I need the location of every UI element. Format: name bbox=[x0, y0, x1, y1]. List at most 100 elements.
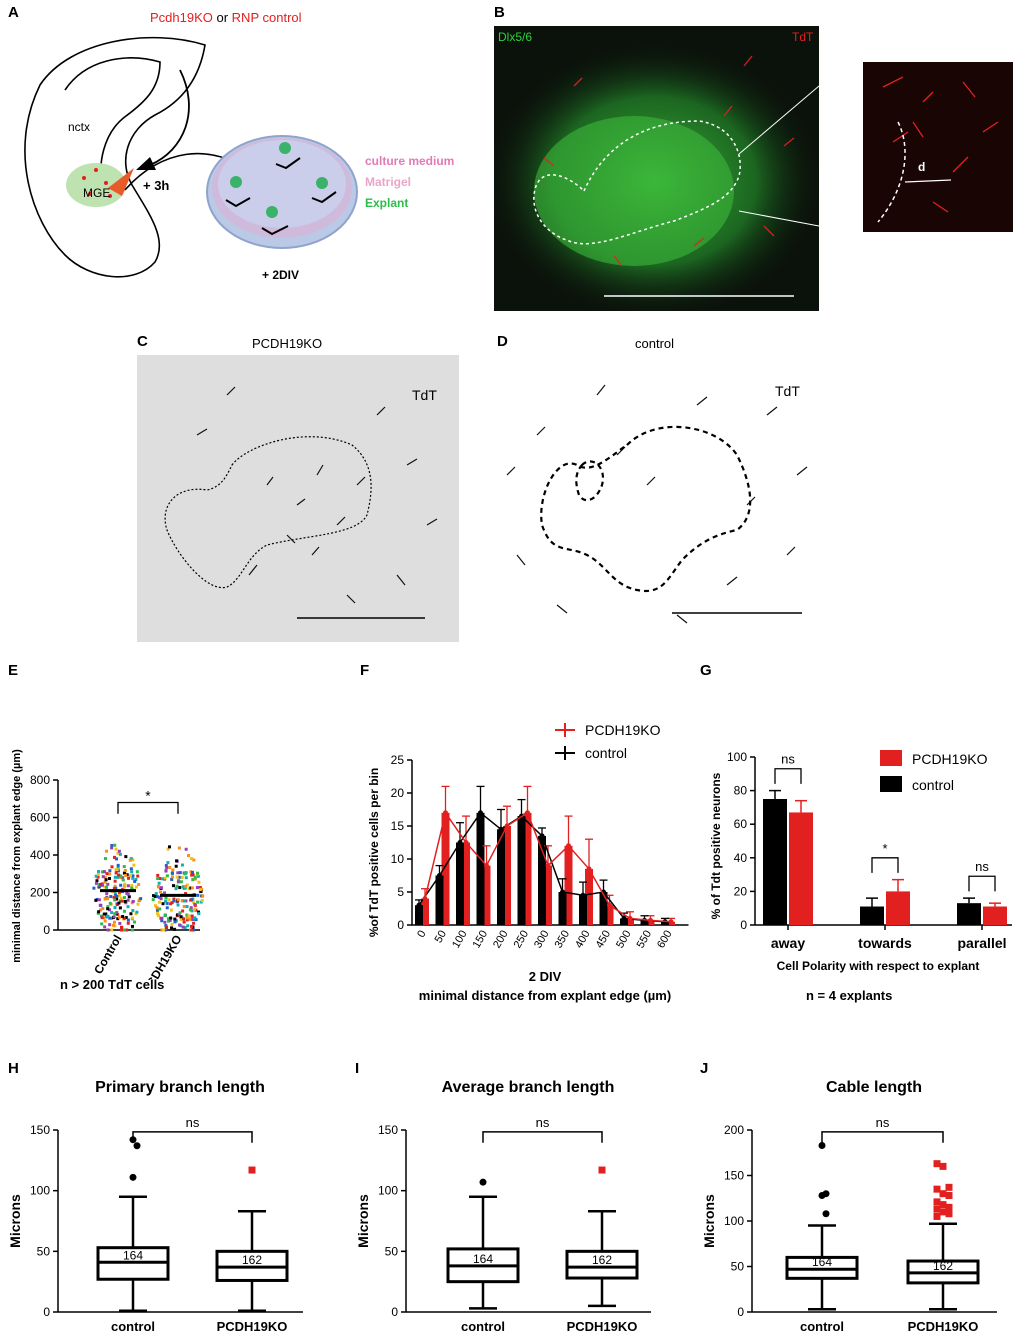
data-point bbox=[109, 895, 113, 899]
chart-g: 0 20 40 60 80 100 % of Tdt positive neurons awa… bbox=[709, 750, 1012, 973]
data-point bbox=[124, 873, 128, 877]
data-point bbox=[113, 879, 117, 883]
micrograph-pcdh19ko: TdT bbox=[137, 355, 459, 642]
data-point bbox=[175, 875, 179, 879]
data-point bbox=[126, 905, 130, 909]
data-point bbox=[110, 928, 114, 932]
data-point bbox=[184, 884, 188, 888]
y-axis-label: % of Tdt positive neurons bbox=[709, 772, 723, 919]
outlier bbox=[939, 1190, 947, 1198]
data-point bbox=[180, 899, 184, 903]
n-label: 164 bbox=[812, 1255, 832, 1269]
data-point bbox=[107, 908, 111, 912]
data-point bbox=[163, 891, 167, 895]
y-tick-label: 50 bbox=[37, 1244, 51, 1258]
data-point bbox=[122, 909, 126, 913]
data-point bbox=[132, 863, 136, 867]
x-tick-label: 150 bbox=[471, 929, 491, 951]
data-point bbox=[151, 894, 155, 898]
data-point bbox=[196, 874, 200, 878]
data-point bbox=[139, 897, 143, 901]
x-tick-label: PCDH19KO bbox=[217, 1319, 288, 1334]
data-point bbox=[169, 916, 173, 920]
data-point bbox=[123, 899, 127, 903]
chart-h: 0 50 100 150 Microns Primary branch length 164… bbox=[7, 1079, 303, 1334]
data-point bbox=[154, 892, 158, 896]
outlier bbox=[945, 1192, 953, 1200]
data-point bbox=[167, 898, 171, 902]
y-tick-label: 15 bbox=[391, 819, 405, 833]
data-point bbox=[124, 855, 128, 859]
bar-control bbox=[435, 875, 444, 925]
data-point bbox=[117, 891, 121, 895]
data-point bbox=[125, 873, 129, 877]
data-point bbox=[122, 928, 126, 932]
data-point bbox=[157, 900, 161, 904]
data-point bbox=[174, 887, 178, 891]
panel-letter-h: H bbox=[8, 1060, 19, 1077]
data-point bbox=[129, 867, 133, 871]
data-point bbox=[175, 884, 179, 888]
bar-pcdh19ko bbox=[503, 826, 511, 925]
data-point bbox=[101, 907, 105, 911]
panel-a-title: Pcdh19KO or RNP control bbox=[150, 10, 302, 25]
data-point bbox=[166, 917, 170, 921]
data-point bbox=[114, 871, 118, 875]
y-tick-label: 200 bbox=[30, 886, 50, 900]
data-point bbox=[121, 915, 125, 919]
data-point bbox=[113, 875, 117, 879]
data-point bbox=[119, 883, 123, 887]
data-point bbox=[168, 845, 172, 849]
n-label: 162 bbox=[592, 1253, 612, 1267]
data-point bbox=[184, 899, 188, 903]
data-point bbox=[185, 905, 189, 909]
data-point bbox=[110, 911, 114, 915]
x-tick-label: 550 bbox=[635, 929, 655, 951]
data-point bbox=[182, 917, 186, 921]
x-tick-label: 300 bbox=[532, 929, 552, 951]
data-point bbox=[131, 876, 135, 880]
data-point bbox=[185, 916, 189, 920]
data-point bbox=[131, 899, 135, 903]
outlier bbox=[939, 1208, 947, 1216]
significance-bracket bbox=[968, 875, 996, 892]
line-point bbox=[422, 896, 428, 902]
data-point bbox=[122, 896, 126, 900]
outlier bbox=[248, 1166, 256, 1174]
data-point bbox=[198, 885, 202, 889]
data-point bbox=[94, 898, 98, 902]
data-point bbox=[173, 917, 177, 921]
data-point bbox=[156, 895, 160, 899]
data-point bbox=[94, 874, 98, 878]
data-point bbox=[112, 895, 116, 899]
line-point bbox=[621, 915, 627, 921]
significance-label: ns bbox=[876, 1115, 890, 1130]
x-tick-label: 500 bbox=[614, 929, 634, 951]
data-point bbox=[122, 871, 126, 875]
data-point bbox=[96, 875, 100, 879]
data-point bbox=[174, 864, 178, 868]
data-point bbox=[191, 873, 195, 877]
data-point bbox=[189, 898, 193, 902]
data-point bbox=[137, 882, 141, 886]
chart-title: Cable length bbox=[826, 1079, 922, 1096]
y-tick-label: 150 bbox=[378, 1123, 398, 1137]
data-point bbox=[119, 925, 123, 929]
data-point bbox=[169, 908, 173, 912]
data-point bbox=[164, 864, 168, 868]
data-point bbox=[103, 925, 107, 929]
significance-label: ns bbox=[781, 752, 795, 767]
data-point bbox=[165, 901, 169, 905]
data-point bbox=[157, 881, 161, 885]
data-point bbox=[106, 928, 110, 932]
x-tick-label: 100 bbox=[450, 929, 470, 951]
legend-swatch-control bbox=[880, 776, 902, 792]
data-point bbox=[193, 875, 197, 879]
x-tick-label: 200 bbox=[491, 929, 511, 951]
line-point bbox=[566, 843, 571, 849]
data-point bbox=[110, 916, 114, 920]
y-tick-label: 50 bbox=[385, 1244, 399, 1258]
data-point bbox=[155, 906, 159, 910]
data-point bbox=[170, 901, 174, 905]
data-point bbox=[173, 927, 177, 931]
